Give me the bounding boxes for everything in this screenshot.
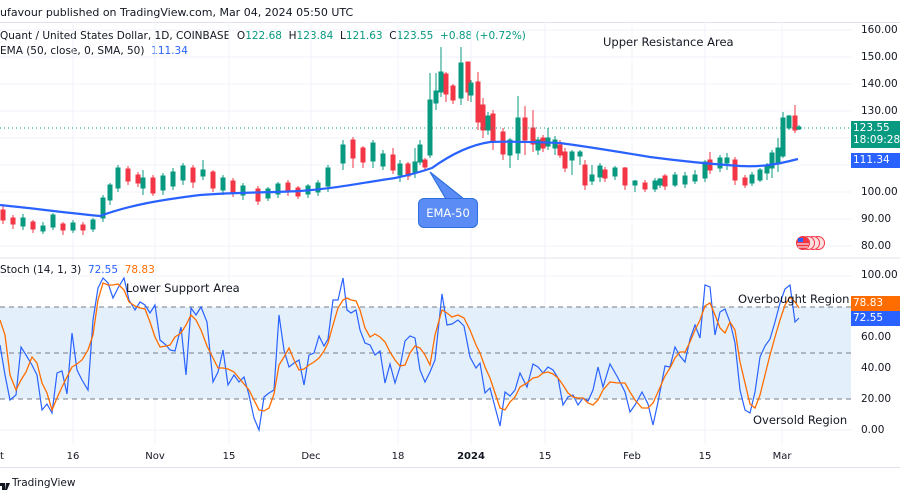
overbought-label: Overbought Region	[738, 292, 850, 306]
symbol-name: Quant / United States Dollar, 1D, COINBA…	[0, 30, 231, 42]
price-tick: 140.00	[861, 78, 898, 90]
stoch-tick: 60.00	[861, 331, 892, 343]
low-label: L	[339, 30, 346, 42]
upper-resistance-label: Upper Resistance Area	[603, 35, 734, 49]
stoch-d-line	[0, 282, 800, 412]
time-tick: 15	[222, 451, 236, 462]
time-tick: Nov	[145, 451, 165, 462]
stoch-d-tag: 78.83	[851, 296, 900, 311]
stoch-label: Stoch (14, 1, 3)	[0, 264, 82, 276]
ema-value: 111.34	[151, 45, 188, 57]
low-value: 121.63	[345, 30, 383, 42]
stoch-d-value: 78.83	[124, 264, 155, 276]
stoch-tick: 100.00	[861, 269, 898, 281]
candles	[0, 47, 802, 235]
ema-legend: EMA (50, close, 0, SMA, 50) 111.34	[0, 45, 188, 57]
price-tick: 100.00	[861, 186, 898, 198]
footer-divider	[0, 467, 900, 468]
stoch-k-value: 72.55	[87, 264, 118, 276]
time-tick: 18	[391, 451, 405, 462]
ema-line	[0, 140, 799, 218]
price-tick: 150.00	[861, 51, 898, 63]
change-value: +0.88 (+0.72%)	[440, 30, 526, 42]
tradingview-brand: TradingView	[12, 477, 76, 489]
open-value: 122.68	[245, 30, 282, 42]
time-tick: Feb	[623, 451, 641, 462]
price-tick: 90.00	[861, 213, 892, 225]
time-tick: 2024	[457, 451, 485, 462]
stoch-band-lines	[0, 306, 851, 400]
price-tick: 80.00	[861, 240, 892, 252]
time-tick: 16	[66, 451, 80, 462]
open-label: O	[236, 30, 246, 42]
us-flag-events-icon[interactable]	[796, 236, 825, 250]
stoch-tick: 20.00	[861, 393, 892, 405]
header-divider	[0, 22, 900, 23]
stoch-tick: 0.00	[861, 424, 885, 436]
time-tick: 15	[698, 451, 712, 462]
price-tick: 130.00	[861, 105, 898, 117]
high-value: 123.84	[296, 30, 334, 42]
time-tick: Dec	[301, 451, 321, 462]
ema-label: EMA (50, close, 0, SMA, 50)	[0, 45, 145, 57]
close-value: 123.55	[396, 30, 434, 42]
publish-info: ufavour published on TradingView.com, Ma…	[0, 6, 354, 19]
lower-support-label: Lower Support Area	[126, 281, 240, 295]
high-label: H	[288, 30, 297, 42]
stoch-k-line	[0, 276, 800, 433]
ema-callout-pointer	[429, 171, 466, 200]
last-price-tag: 123.55 18:09:28	[851, 121, 900, 148]
stoch-tick: 40.00	[861, 362, 892, 374]
stoch-k-tag: 72.55	[851, 311, 900, 326]
price-tick: 160.00	[861, 24, 898, 36]
ema-callout: EMA-50	[418, 198, 478, 228]
time-tick: Mar	[772, 451, 792, 462]
stoch-legend: Stoch (14, 1, 3) 72.55 78.83	[0, 264, 155, 276]
time-tick: t	[0, 451, 4, 462]
bar-countdown: 18:09:28	[853, 134, 900, 146]
oversold-label: Oversold Region	[753, 413, 848, 427]
time-tick: 15	[538, 451, 552, 462]
symbol-legend: Quant / United States Dollar, 1D, COINBA…	[0, 30, 526, 42]
last-price-value: 123.55	[853, 122, 890, 134]
close-label: C	[389, 30, 397, 42]
ema-price-tag: 111.34	[851, 153, 900, 168]
tradingview-logo-icon	[0, 483, 10, 490]
